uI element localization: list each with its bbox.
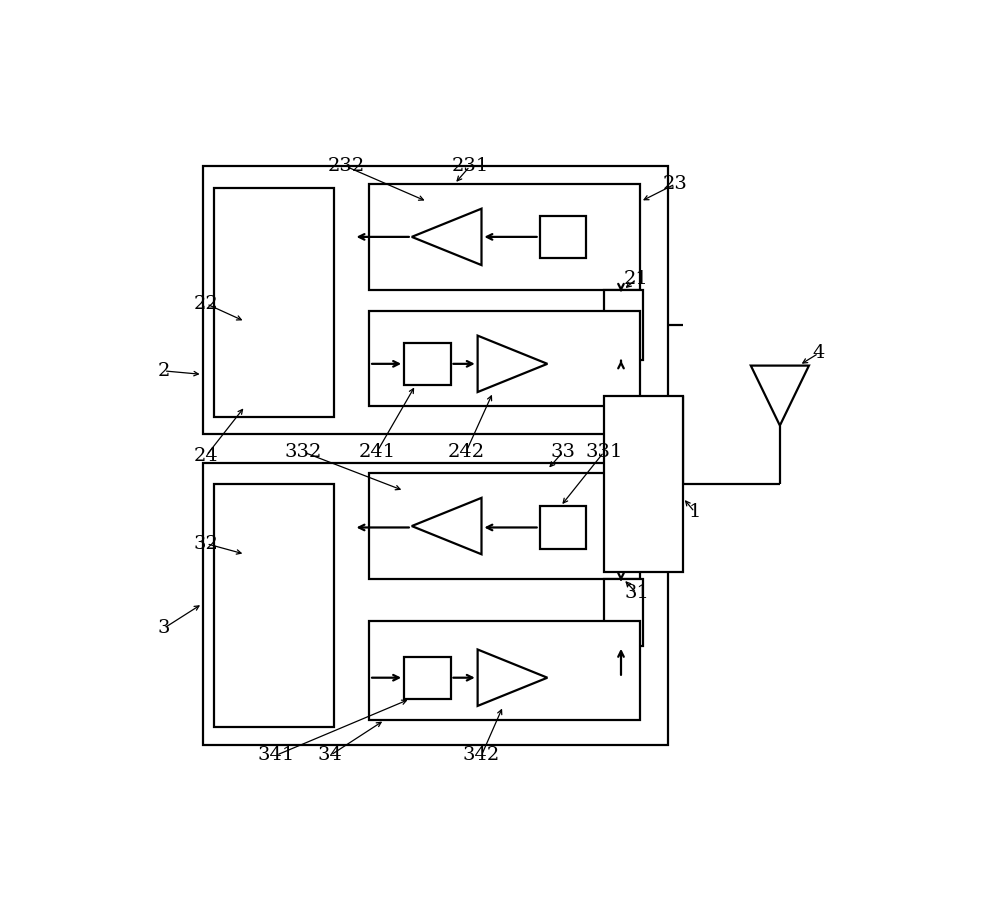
Text: 331: 331 [585, 443, 623, 461]
Bar [540, 507, 586, 549]
Text: 232: 232 [327, 158, 364, 175]
Bar [404, 343, 450, 385]
Text: 32: 32 [194, 535, 219, 552]
Bar [604, 396, 683, 572]
Bar [202, 463, 668, 745]
Bar [604, 579, 643, 646]
Bar [540, 216, 586, 258]
Bar [604, 289, 643, 360]
Bar [202, 167, 668, 434]
Text: 1: 1 [688, 503, 701, 521]
Text: 342: 342 [463, 747, 500, 764]
Text: 2: 2 [158, 362, 170, 380]
Text: 332: 332 [285, 443, 322, 461]
Text: 3: 3 [158, 619, 170, 638]
Text: 241: 241 [358, 443, 395, 461]
Text: 31: 31 [624, 584, 649, 602]
Text: 4: 4 [812, 344, 825, 362]
Bar [369, 184, 640, 289]
Text: 21: 21 [624, 270, 649, 289]
Bar [369, 621, 640, 720]
Text: 23: 23 [663, 175, 688, 193]
Text: 231: 231 [451, 158, 488, 175]
Text: 34: 34 [318, 747, 343, 764]
Text: 341: 341 [258, 747, 295, 764]
Bar [404, 657, 450, 699]
Text: 24: 24 [194, 446, 219, 464]
Bar [214, 188, 334, 417]
Text: 33: 33 [550, 443, 575, 461]
Bar [369, 311, 640, 406]
Text: 242: 242 [447, 443, 485, 461]
Bar [214, 484, 334, 727]
Text: 22: 22 [194, 295, 219, 313]
Bar [369, 474, 640, 579]
